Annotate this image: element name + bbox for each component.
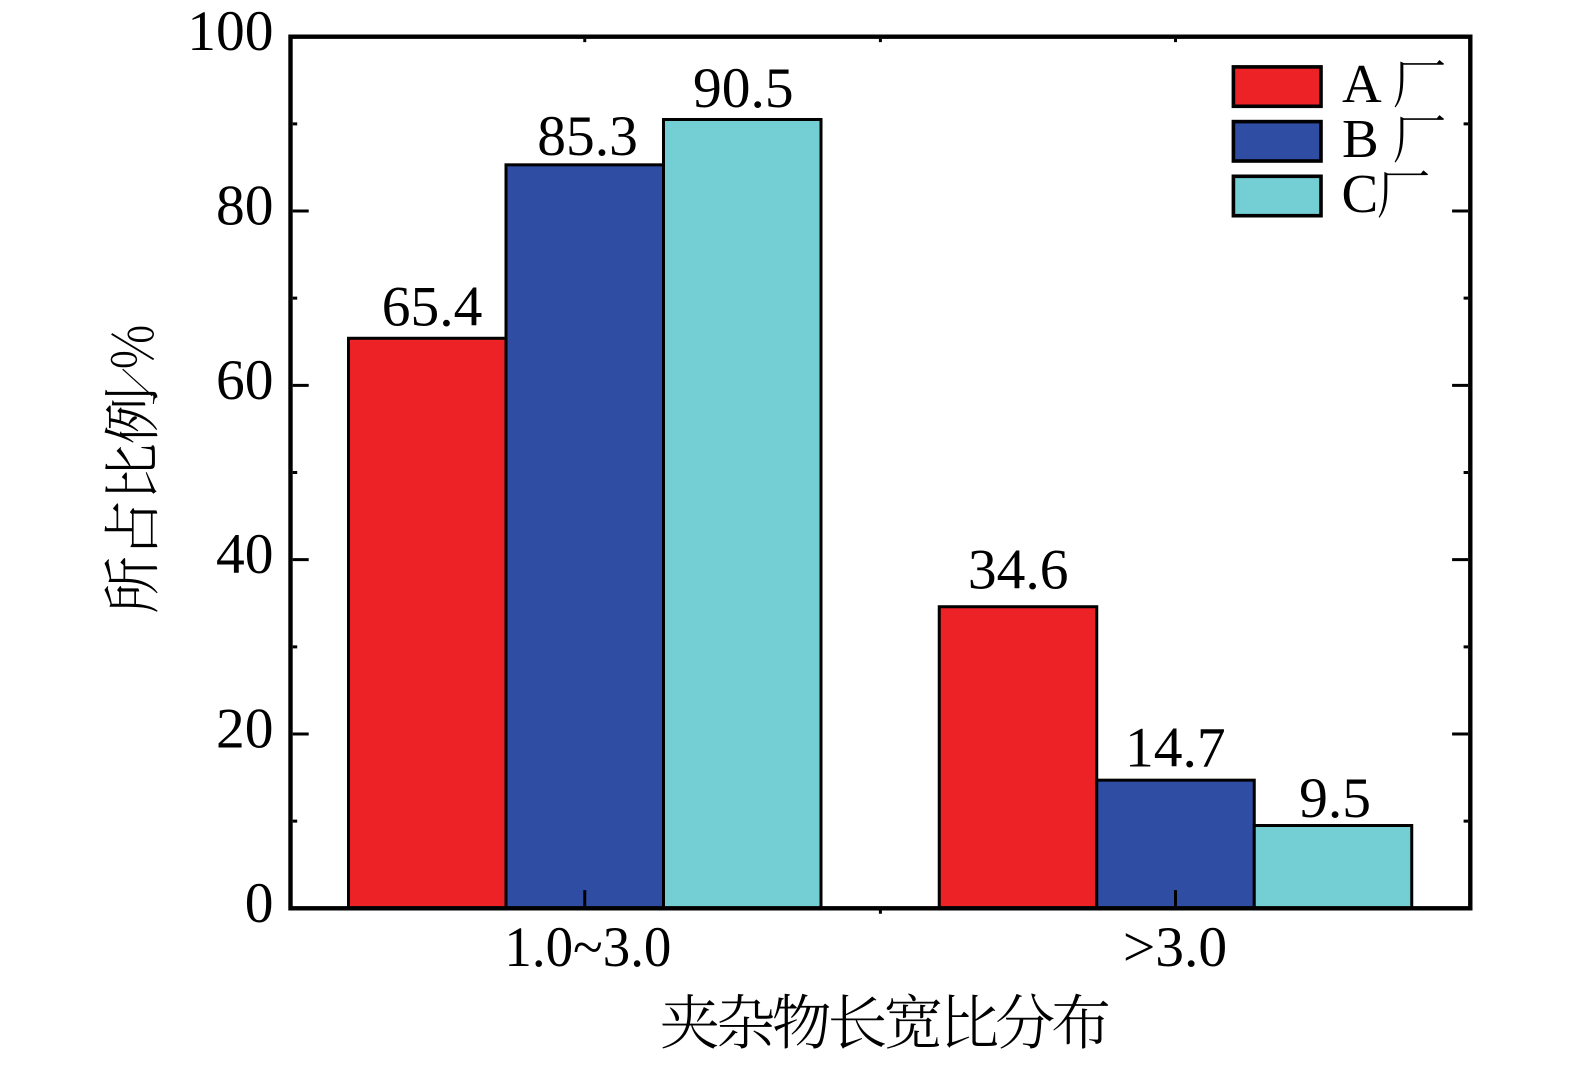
svg-text:0: 0	[245, 872, 274, 935]
svg-text:60: 60	[216, 349, 274, 412]
svg-text:85.3: 85.3	[537, 105, 638, 168]
svg-text:9.5: 9.5	[1299, 767, 1371, 830]
svg-text:14.7: 14.7	[1125, 717, 1226, 780]
svg-text:20: 20	[216, 697, 274, 760]
svg-text:80: 80	[216, 175, 274, 238]
svg-text:>3.0: >3.0	[1123, 916, 1227, 979]
svg-text:40: 40	[216, 523, 274, 586]
svg-text:65.4: 65.4	[382, 275, 483, 338]
svg-text:100: 100	[187, 0, 273, 63]
svg-text:A: A	[1342, 53, 1382, 114]
svg-text:B: B	[1342, 108, 1379, 169]
svg-text:34.6: 34.6	[968, 539, 1069, 602]
svg-text:1.0~3.0: 1.0~3.0	[504, 916, 671, 979]
svg-text:90.5: 90.5	[693, 57, 794, 120]
svg-text:C: C	[1342, 163, 1379, 224]
